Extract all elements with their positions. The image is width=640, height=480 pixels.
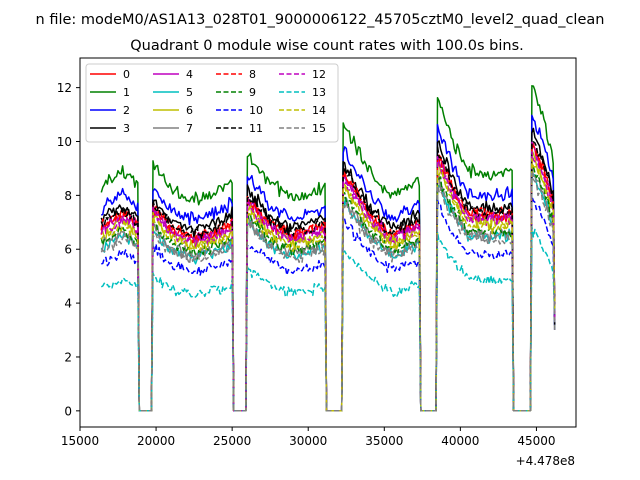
axes-frame xyxy=(79,57,577,428)
legend-label: 6 xyxy=(186,104,193,117)
x-offset-label: +4.478e8 xyxy=(516,454,575,468)
legend-label: 0 xyxy=(123,68,130,81)
legend-label: 14 xyxy=(312,104,326,117)
y-tick-label: 6 xyxy=(64,243,72,257)
legend-item-3: 3 xyxy=(90,122,130,135)
legend-box xyxy=(85,63,339,143)
legend-label: 12 xyxy=(312,68,326,81)
series-line-9 xyxy=(100,163,556,412)
y-tick-label: 0 xyxy=(64,404,72,418)
chart-title: Quadrant 0 module wise count rates with … xyxy=(130,38,524,54)
legend-item-7: 7 xyxy=(153,122,193,135)
legend-item-10: 10 xyxy=(216,104,263,117)
y-tick-label: 8 xyxy=(64,189,72,203)
series-line-10 xyxy=(101,195,556,412)
legend-label: 8 xyxy=(249,68,256,81)
x-tick-label: 15000 xyxy=(61,434,99,448)
figure-suptitle: n file: modeM0/AS1A13_028T01_9000006122_… xyxy=(36,12,605,28)
legend-label: 7 xyxy=(186,122,193,135)
legend-label: 9 xyxy=(249,86,256,99)
legend-item-0: 0 xyxy=(90,68,130,81)
legend-label: 1 xyxy=(123,86,130,99)
x-tick-label: 20000 xyxy=(137,434,175,448)
y-tick-label: 2 xyxy=(64,350,72,364)
legend-label: 13 xyxy=(312,86,326,99)
legend-label: 3 xyxy=(123,122,130,135)
legend-label: 10 xyxy=(249,104,263,117)
legend-item-15: 15 xyxy=(279,122,326,135)
series-line-5 xyxy=(100,173,556,412)
x-tick-label: 25000 xyxy=(213,434,251,448)
legend-item-11: 11 xyxy=(216,122,263,135)
legend-item-4: 4 xyxy=(153,68,193,81)
series-line-3 xyxy=(100,127,556,412)
series-line-4 xyxy=(100,141,556,412)
legend-item-5: 5 xyxy=(153,86,193,99)
series-lines xyxy=(100,85,556,412)
series-line-13 xyxy=(100,225,556,412)
legend-item-2: 2 xyxy=(90,104,130,117)
legend-item-8: 8 xyxy=(216,68,256,81)
legend-item-14: 14 xyxy=(279,104,326,117)
plot-area: 15000 20000 25000 30000 35000 40000 45000 0 2 4 6 8… xyxy=(57,57,577,448)
x-tick-label: 30000 xyxy=(289,434,327,448)
y-tick-label: 10 xyxy=(57,135,72,149)
legend-label: 4 xyxy=(186,68,193,81)
legend-label: 11 xyxy=(249,122,263,135)
legend-item-6: 6 xyxy=(153,104,193,117)
legend-item-12: 12 xyxy=(279,68,326,81)
x-tick-label: 40000 xyxy=(441,434,479,448)
legend-item-9: 9 xyxy=(216,86,256,99)
x-tick-label: 35000 xyxy=(365,434,403,448)
series-line-15 xyxy=(100,172,556,412)
y-tick-label: 4 xyxy=(64,297,72,311)
y-tick-label: 12 xyxy=(57,81,72,95)
legend-item-13: 13 xyxy=(279,86,326,99)
x-tick-label: 45000 xyxy=(517,434,555,448)
legend-label: 2 xyxy=(123,104,130,117)
legend-label: 5 xyxy=(186,86,193,99)
series-line-11 xyxy=(100,141,556,412)
legend-label: 15 xyxy=(312,122,326,135)
legend-item-1: 1 xyxy=(90,86,130,99)
